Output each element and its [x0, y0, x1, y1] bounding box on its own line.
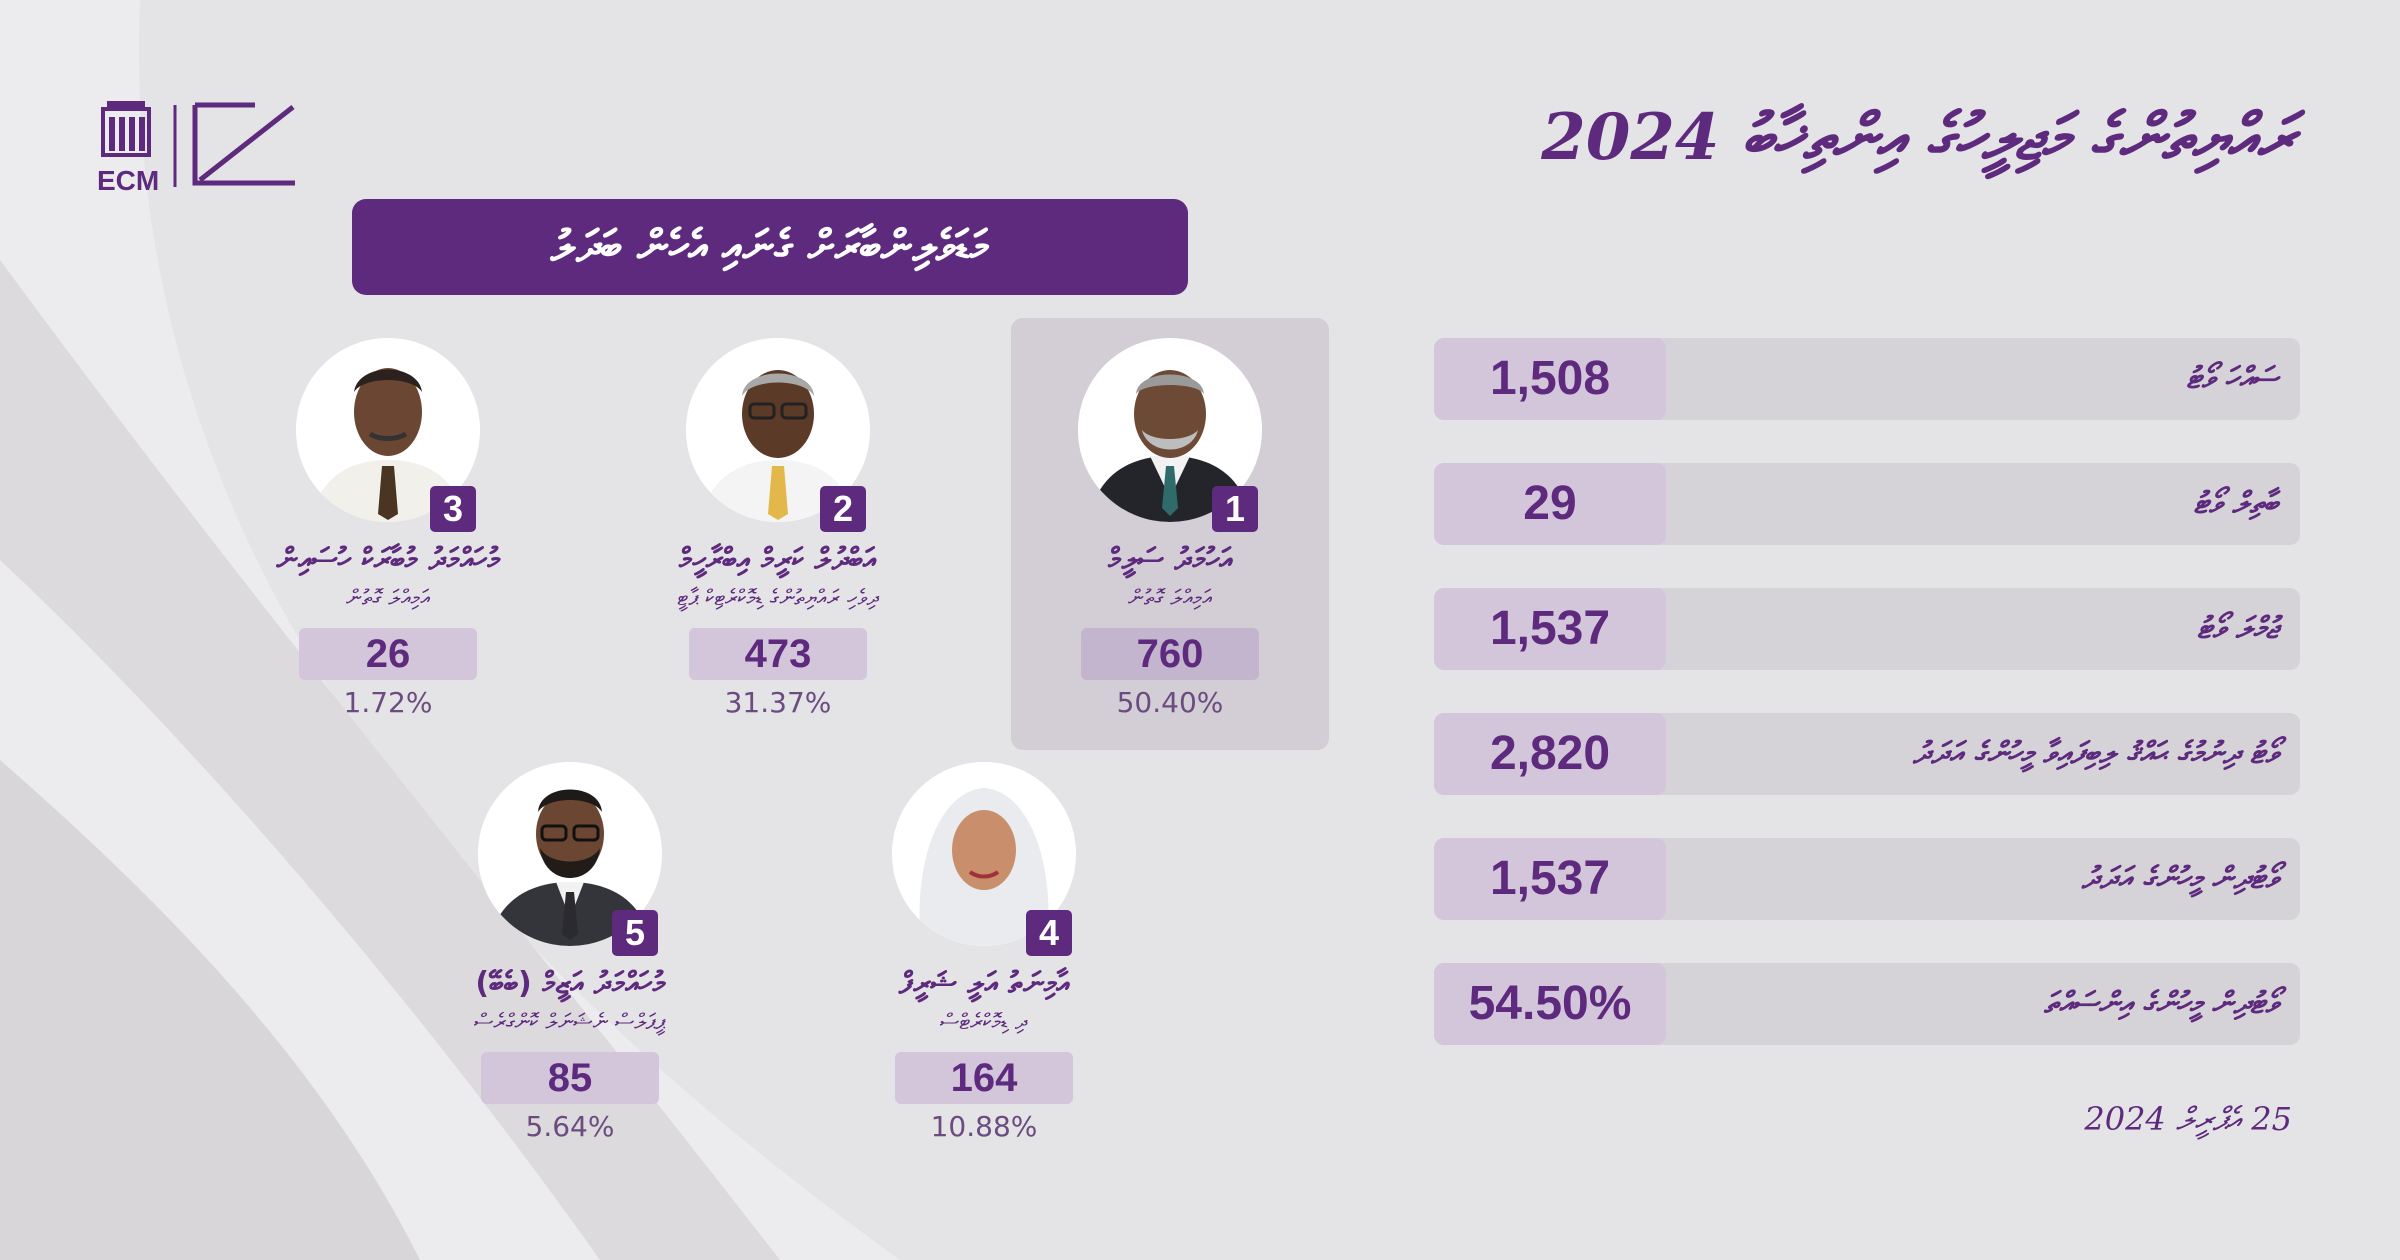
- stat-row-eligible-voters: 2,820 ވޯޓު ދިނުމުގެ ޙައްޤު ލިބިފައިވާ މީ…: [1434, 713, 2300, 795]
- stat-value: 1,508: [1434, 338, 1666, 420]
- candidate-name: އާމިނަތު އަލީ ޝަރީފް: [898, 966, 1070, 1001]
- candidate-votes: 473: [689, 628, 867, 680]
- candidate-votes: 26: [299, 628, 477, 680]
- stat-label: ޖުމްލަ ވޯޓު: [2197, 611, 2278, 646]
- stat-value: 2,820: [1434, 713, 1666, 795]
- candidate-votes: 164: [895, 1052, 1073, 1104]
- candidate-party: ދިވެހި ރައްޔިތުންގެ ޑިމޮކްރެޓިކް ޕާޓީ: [677, 586, 879, 611]
- candidate-percent: 5.64%: [525, 1110, 615, 1143]
- candidate-name: އަބްދުލް ކަރީމް އިބްރާހީމް: [679, 542, 877, 577]
- candidate-card-2: 2 އަބްދުލް ކަރީމް އިބްރާހީމް ދިވެހި ރައް…: [588, 338, 968, 719]
- stat-value: 1,537: [1434, 838, 1666, 920]
- candidate-party: ދި ޑިމޮކްރެޓްސް: [939, 1010, 1029, 1035]
- date-label: 25 އެޕްރީލް 2024: [2084, 1100, 2292, 1138]
- candidate-name: މުހައްމަދު އަޒީމް (ބެބޭ): [475, 966, 665, 1001]
- candidate-number-badge: 2: [820, 486, 866, 532]
- candidate-photo: 2: [686, 338, 870, 532]
- candidate-percent: 50.40%: [1116, 686, 1224, 719]
- portrait-image: [686, 338, 870, 522]
- candidate-votes: 760: [1081, 628, 1259, 680]
- stat-label: ސައްހަ ވޯޓު: [2186, 361, 2278, 396]
- candidate-number-badge: 3: [430, 486, 476, 532]
- candidate-photo: 1: [1078, 338, 1262, 532]
- candidate-number-badge: 1: [1212, 486, 1258, 532]
- stat-row-valid-votes: 1,508 ސައްހަ ވޯޓު: [1434, 338, 2300, 420]
- page-title: ރައްޔިތުންގެ މަޖިލީހުގެ އިންތިޚާބު 2024: [1541, 100, 2295, 175]
- stat-value: 54.50%: [1434, 963, 1666, 1045]
- portrait-image: [1078, 338, 1262, 522]
- stat-row-total-votes: 1,537 ޖުމްލަ ވޯޓު: [1434, 588, 2300, 670]
- stat-row-turnout: 54.50% ވޯޓުދިން މީހުންގެ އިންސައްތަ: [1434, 963, 2300, 1045]
- candidate-card-4: 4 އާމިނަތު އަލީ ޝަރީފް ދި ޑިމޮކްރެޓްސް 1…: [794, 762, 1174, 1143]
- candidate-votes: 85: [481, 1052, 659, 1104]
- candidate-percent: 1.72%: [343, 686, 433, 719]
- candidate-party: އަމިއްލަ ގޮތުން: [346, 586, 430, 611]
- candidate-photo: 4: [892, 762, 1076, 956]
- candidate-percent: 10.88%: [930, 1110, 1038, 1143]
- stat-label: ވޯޓުދިން މީހުންގެ އިންސައްތަ: [2043, 986, 2278, 1021]
- stat-value: 29: [1434, 463, 1666, 545]
- constituency-banner: މަޑަވެލިންބާރަށް ގެނައި އެހެން ބަދަލު: [352, 199, 1188, 295]
- stat-row-invalid-votes: 29 ބާތިލް ވޯޓު: [1434, 463, 2300, 545]
- stat-label: ވޯޓު ދިނުމުގެ ޙައްޤު ލިބިފައިވާ މީހުންގެ…: [1912, 736, 2278, 771]
- candidate-photo: 3: [296, 338, 480, 532]
- candidate-name: މުހައްމަދު މުބާރަކް ހުސައިން: [276, 542, 500, 577]
- ecm-building-icon: [101, 101, 295, 187]
- candidate-number-badge: 4: [1026, 910, 1072, 956]
- stat-row-voters-count: 1,537 ވޯޓުދިން މީހުންގެ އަދަދު: [1434, 838, 2300, 920]
- candidate-name: އަހުމަދު ސަލީމް: [1108, 542, 1232, 577]
- ecm-logo-text: ECM: [97, 165, 160, 196]
- candidate-card-1: 1 އަހުމަދު ސަލީމް އަމިއްލަ ގޮތުން 760 50…: [980, 338, 1360, 719]
- stat-label: ބާތިލް ވޯޓު: [2193, 486, 2278, 521]
- stat-value: 1,537: [1434, 588, 1666, 670]
- candidate-card-3: 3 މުހައްމަދު މުބާރަކް ހުސައިން އަމިއްލަ …: [198, 338, 578, 719]
- candidate-party: ޕީޕަލްސް ނެޝަނަލް ކޮންގްރެސް: [474, 1010, 666, 1035]
- candidate-photo: 5: [478, 762, 662, 956]
- candidate-number-badge: 5: [612, 910, 658, 956]
- candidate-percent: 31.37%: [724, 686, 832, 719]
- candidate-card-5: 5 މުހައްމަދު އަޒީމް (ބެބޭ) ޕީޕަލްސް ނެޝަ…: [380, 762, 760, 1143]
- ecm-logo: ECM: [95, 95, 305, 196]
- stat-label: ވޯޓުދިން މީހުންގެ އަދަދު: [2081, 861, 2278, 896]
- candidate-party: އަމިއްލަ ގޮތުން: [1128, 586, 1212, 611]
